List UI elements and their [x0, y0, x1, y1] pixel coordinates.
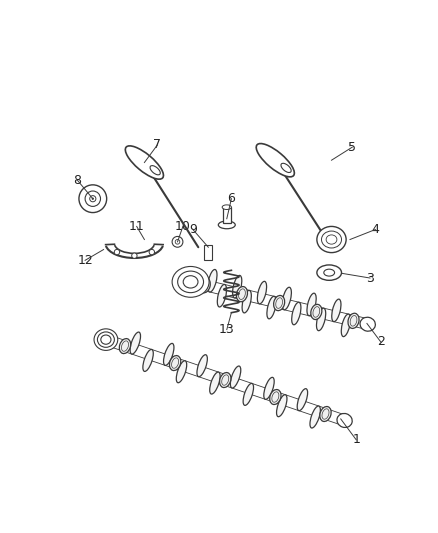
Ellipse shape — [125, 146, 163, 179]
Ellipse shape — [337, 414, 352, 427]
Ellipse shape — [143, 350, 153, 372]
Ellipse shape — [311, 304, 322, 319]
Ellipse shape — [177, 361, 187, 383]
Text: 13: 13 — [219, 323, 235, 336]
Ellipse shape — [281, 163, 291, 173]
Ellipse shape — [219, 373, 231, 387]
Circle shape — [79, 185, 107, 213]
Ellipse shape — [276, 394, 287, 417]
Circle shape — [132, 253, 137, 259]
Ellipse shape — [317, 227, 346, 253]
Ellipse shape — [172, 266, 209, 297]
Ellipse shape — [320, 407, 331, 422]
Ellipse shape — [163, 343, 174, 366]
Ellipse shape — [170, 356, 181, 370]
Circle shape — [90, 196, 96, 202]
Ellipse shape — [183, 275, 198, 289]
Text: 4: 4 — [371, 223, 379, 236]
Text: 2: 2 — [377, 335, 385, 349]
Ellipse shape — [150, 166, 160, 175]
Text: 6: 6 — [227, 192, 235, 205]
Ellipse shape — [119, 338, 131, 353]
Ellipse shape — [258, 281, 267, 304]
Ellipse shape — [178, 271, 204, 293]
Ellipse shape — [282, 287, 291, 310]
Ellipse shape — [97, 332, 114, 348]
Ellipse shape — [218, 221, 235, 229]
Ellipse shape — [256, 143, 294, 177]
Ellipse shape — [321, 231, 342, 248]
Circle shape — [114, 249, 120, 255]
Text: 8: 8 — [74, 174, 81, 187]
Ellipse shape — [230, 366, 241, 388]
Circle shape — [85, 191, 100, 206]
Text: 10: 10 — [175, 220, 191, 233]
Text: 3: 3 — [366, 271, 374, 285]
Ellipse shape — [94, 329, 118, 350]
Ellipse shape — [217, 285, 226, 307]
Ellipse shape — [264, 377, 274, 399]
Ellipse shape — [208, 270, 217, 292]
Ellipse shape — [242, 290, 251, 313]
FancyBboxPatch shape — [223, 207, 231, 223]
Ellipse shape — [310, 406, 320, 428]
Ellipse shape — [101, 335, 111, 344]
Text: 9: 9 — [189, 223, 197, 236]
Text: 7: 7 — [153, 138, 162, 151]
Circle shape — [149, 249, 155, 255]
Circle shape — [92, 198, 94, 200]
Text: 12: 12 — [77, 254, 93, 267]
FancyBboxPatch shape — [205, 245, 212, 260]
Ellipse shape — [98, 333, 113, 346]
Ellipse shape — [307, 293, 316, 316]
Ellipse shape — [197, 355, 207, 377]
Ellipse shape — [324, 269, 335, 276]
Circle shape — [172, 237, 183, 247]
Ellipse shape — [326, 235, 337, 244]
Text: 1: 1 — [352, 433, 360, 446]
Ellipse shape — [292, 302, 301, 325]
Ellipse shape — [360, 317, 375, 331]
Circle shape — [175, 239, 180, 244]
Ellipse shape — [297, 389, 307, 411]
Ellipse shape — [210, 372, 220, 394]
Ellipse shape — [348, 313, 359, 328]
Ellipse shape — [199, 278, 210, 293]
Text: 11: 11 — [129, 220, 145, 233]
Ellipse shape — [267, 296, 276, 319]
Ellipse shape — [274, 295, 285, 311]
Ellipse shape — [317, 265, 342, 280]
Ellipse shape — [237, 287, 247, 302]
Ellipse shape — [233, 276, 242, 298]
Ellipse shape — [317, 308, 326, 330]
Ellipse shape — [222, 205, 231, 209]
Ellipse shape — [341, 314, 350, 337]
Text: 5: 5 — [348, 141, 356, 154]
Ellipse shape — [332, 299, 341, 321]
Ellipse shape — [183, 276, 198, 288]
Ellipse shape — [243, 383, 254, 406]
Ellipse shape — [270, 390, 281, 405]
Ellipse shape — [130, 332, 141, 354]
